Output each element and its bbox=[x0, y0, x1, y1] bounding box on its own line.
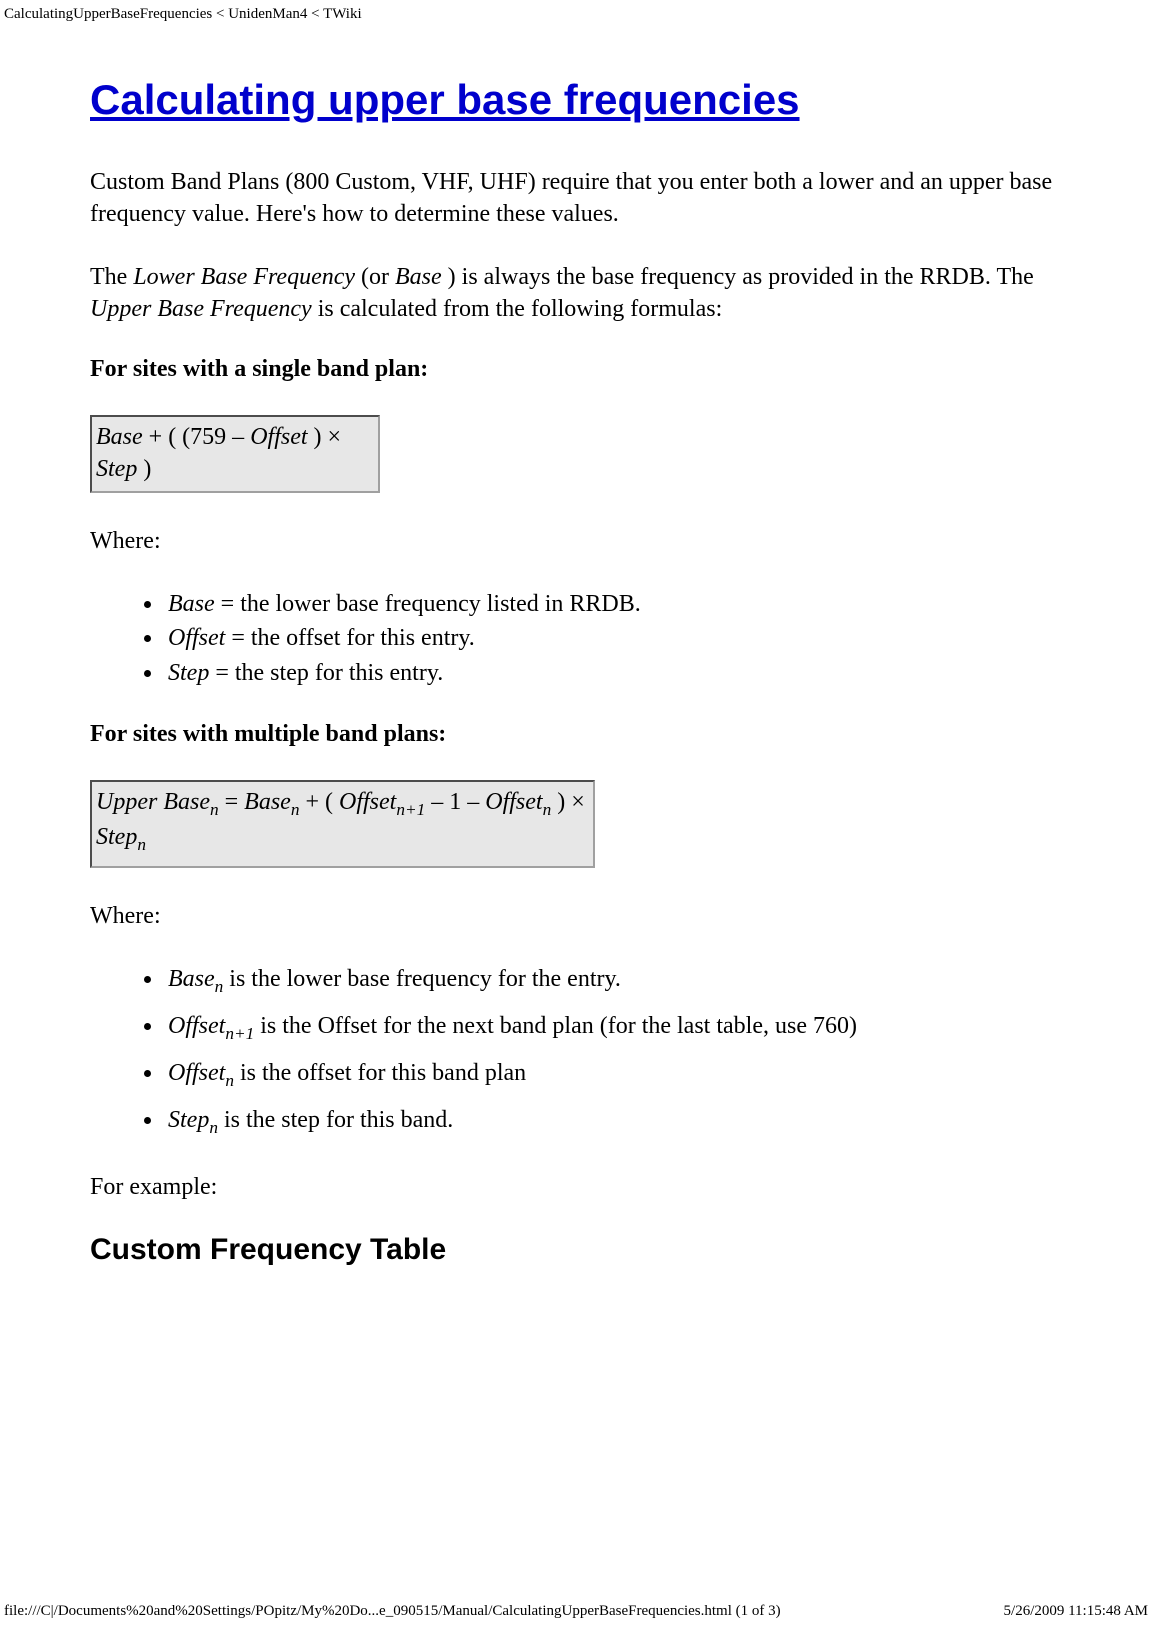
text: = the offset for this entry. bbox=[225, 625, 474, 651]
list-item: Offset = the offset for this entry. bbox=[164, 622, 1062, 654]
custom-frequency-table-heading: Custom Frequency Table bbox=[90, 1233, 1062, 1267]
var-step: Step bbox=[168, 660, 209, 686]
text: = the step for this entry. bbox=[209, 660, 443, 686]
list-item: Offsetn is the offset for this band plan bbox=[164, 1057, 1062, 1092]
text: The bbox=[90, 264, 133, 290]
term-upper-base-frequency: Upper Base Frequency bbox=[90, 296, 312, 322]
text: ) × bbox=[308, 424, 342, 450]
var-offset: Offset bbox=[250, 424, 307, 450]
text: + ( bbox=[299, 789, 339, 815]
term-lower-base-frequency: Lower Base Frequency bbox=[133, 264, 355, 290]
formula-multi-band: Upper Basen = Basen + ( Offsetn+1 – 1 – … bbox=[90, 780, 595, 868]
header-breadcrumb: CalculatingUpperBaseFrequencies < Uniden… bbox=[4, 6, 362, 23]
text: is the offset for this band plan bbox=[234, 1060, 526, 1086]
var-base-n: Basen bbox=[168, 966, 223, 992]
page-content: Calculating upper base frequencies Custo… bbox=[0, 0, 1062, 1267]
subscript-np1: n+1 bbox=[396, 800, 425, 819]
var-base: Base bbox=[244, 789, 291, 815]
definitions-multi: Basen is the lower base frequency for th… bbox=[164, 963, 1062, 1140]
subscript-n: n bbox=[210, 800, 219, 819]
var-offset-n: Offsetn bbox=[168, 1060, 234, 1086]
definitions-single: Base = the lower base frequency listed i… bbox=[164, 588, 1062, 689]
text: ) is always the base frequency as provid… bbox=[442, 264, 1034, 290]
list-item: Offsetn+1 is the Offset for the next ban… bbox=[164, 1010, 1062, 1045]
var-offset: Offset bbox=[168, 625, 225, 651]
example-label: For example: bbox=[90, 1171, 1062, 1203]
footer-left: file:///C|/Documents%20and%20Settings/PO… bbox=[4, 1603, 781, 1619]
list-item: Base = the lower base frequency listed i… bbox=[164, 588, 1062, 620]
var-upper-base: Upper Base bbox=[96, 789, 210, 815]
var-step: Step bbox=[96, 824, 137, 850]
intro-paragraph-1: Custom Band Plans (800 Custom, VHF, UHF)… bbox=[90, 166, 1062, 231]
subscript-n: n bbox=[543, 800, 552, 819]
subscript-n: n bbox=[137, 835, 146, 854]
var-base: Base bbox=[168, 591, 215, 617]
formula-single-band: Base + ( (759 – Offset ) × Step ) bbox=[90, 415, 380, 494]
var-base: Base bbox=[96, 424, 143, 450]
text: ) bbox=[137, 456, 151, 482]
text: is calculated from the following formula… bbox=[312, 296, 723, 322]
text: ) × bbox=[551, 789, 585, 815]
text: is the Offset for the next band plan (fo… bbox=[254, 1013, 857, 1039]
list-item: Stepn is the step for this band. bbox=[164, 1104, 1062, 1139]
footer-right: 5/26/2009 11:15:48 AM bbox=[1004, 1603, 1148, 1620]
text: + ( (759 – bbox=[143, 424, 251, 450]
list-item: Basen is the lower base frequency for th… bbox=[164, 963, 1062, 998]
page-title[interactable]: Calculating upper base frequencies bbox=[90, 76, 1062, 124]
var-step: Step bbox=[96, 456, 137, 482]
single-band-plan-label: For sites with a single band plan: bbox=[90, 356, 1062, 383]
term-base: Base bbox=[395, 264, 442, 290]
text: = the lower base frequency listed in RRD… bbox=[215, 591, 641, 617]
text: is the lower base frequency for the entr… bbox=[223, 966, 621, 992]
where-label: Where: bbox=[90, 525, 1062, 557]
text: – 1 – bbox=[425, 789, 485, 815]
text: (or bbox=[355, 264, 395, 290]
var-step-n: Stepn bbox=[168, 1107, 218, 1133]
var-offset-np1: Offsetn+1 bbox=[168, 1013, 254, 1039]
intro-paragraph-2: The Lower Base Frequency (or Base ) is a… bbox=[90, 261, 1062, 326]
footer-path: file:///C|/Documents%20and%20Settings/PO… bbox=[4, 1603, 1148, 1620]
text: is the step for this band. bbox=[218, 1107, 453, 1133]
multi-band-plan-label: For sites with multiple band plans: bbox=[90, 721, 1062, 748]
where-label-2: Where: bbox=[90, 900, 1062, 932]
var-offset: Offset bbox=[485, 789, 542, 815]
text: = bbox=[219, 789, 245, 815]
list-item: Step = the step for this entry. bbox=[164, 657, 1062, 689]
var-offset: Offset bbox=[339, 789, 396, 815]
